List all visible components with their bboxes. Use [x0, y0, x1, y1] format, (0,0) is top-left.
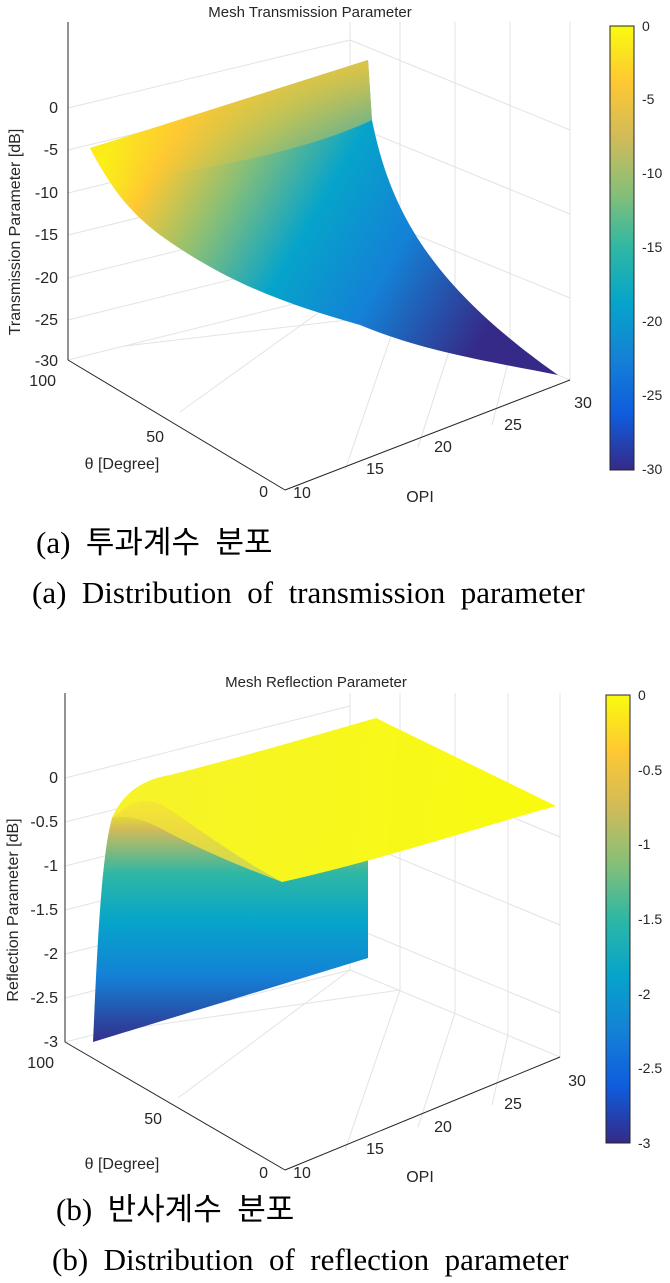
z-tick: -2	[44, 946, 58, 963]
transmission-plot: Mesh Transmission Parameter	[7, 4, 662, 506]
z-tick: -15	[35, 227, 58, 244]
z-tick: -10	[35, 185, 58, 202]
y-tick: 50	[144, 1111, 162, 1128]
z-tick: -20	[35, 270, 58, 287]
surface-top	[112, 718, 556, 882]
colorbar: 0 -0.5 -1 -1.5 -2 -2.5 -3	[605, 687, 662, 1151]
z-tick: 0	[49, 100, 58, 117]
y-tick: 50	[146, 429, 164, 446]
z-tick: 0	[49, 770, 58, 787]
x-tick: 20	[434, 1119, 452, 1136]
y-tick: 100	[29, 373, 56, 390]
colorbar-tick: -25	[642, 387, 662, 403]
x-tick: 10	[293, 1165, 311, 1182]
x-tick: 30	[574, 395, 592, 412]
y-axis-ticks: 100 50 0	[29, 373, 268, 501]
x-axis-label: OPI	[406, 1169, 434, 1186]
x-axis-ticks: 10 15 20 25 30	[293, 395, 592, 502]
colorbar-tick: -0.5	[638, 762, 662, 778]
z-tick: -3	[44, 1034, 58, 1051]
z-tick: -30	[35, 353, 58, 370]
colorbar-scale	[605, 694, 631, 1144]
surface-highlight	[90, 60, 372, 182]
x-axis-ticks: 10 15 20 25 30	[293, 1073, 586, 1182]
chart-title: Mesh Transmission Parameter	[208, 4, 411, 21]
y-tick: 0	[259, 484, 268, 501]
z-tick: -2.5	[30, 990, 58, 1007]
transmission-surface	[90, 60, 558, 375]
z-tick: -25	[35, 312, 58, 329]
colorbar-tick: -1	[638, 836, 651, 852]
axes	[67, 22, 571, 491]
z-tick: -1.5	[30, 902, 58, 919]
y-axis-ticks: 100 50 0	[27, 1055, 268, 1182]
caption-b-korean: (b) 반사계수 분포	[56, 1192, 294, 1227]
colorbar-scale	[609, 25, 635, 471]
z-axis-label: Transmission Parameter [dB]	[7, 129, 24, 336]
colorbar-tick: -15	[642, 239, 662, 255]
z-axis-ticks: 0 -5 -10 -15 -20 -25 -30	[35, 100, 58, 370]
colorbar-tick: -2	[638, 986, 651, 1002]
colorbar-tick: -5	[642, 91, 655, 107]
x-axis-label: OPI	[406, 489, 434, 506]
colorbar: 0 -5 -10 -15 -20 -25 -30	[609, 18, 662, 477]
reflection-surface	[93, 718, 556, 1042]
z-axis-ticks: 0 -0.5 -1 -1.5 -2 -2.5 -3	[30, 770, 58, 1051]
x-tick: 25	[504, 1096, 522, 1113]
x-tick: 10	[293, 485, 311, 502]
caption-b-english: (b) Distribution of reflection parameter	[52, 1242, 569, 1277]
colorbar-tick: -10	[642, 165, 662, 181]
caption-a-korean: (a) 투과계수 분포	[36, 525, 273, 560]
y-tick: 0	[259, 1165, 268, 1182]
colorbar-tick: 0	[638, 687, 646, 703]
x-tick: 30	[568, 1073, 586, 1090]
colorbar-tick: -30	[642, 461, 662, 477]
colorbar-tick: 0	[642, 18, 650, 34]
colorbar-tick: -2.5	[638, 1060, 662, 1076]
surface-crest	[112, 801, 282, 882]
z-axis-label: Reflection Parameter [dB]	[5, 818, 22, 1001]
axes	[64, 693, 561, 1171]
z-tick: -0.5	[30, 814, 58, 831]
x-tick: 20	[434, 439, 452, 456]
y-axis-label: θ [Degree]	[85, 456, 160, 473]
x-tick: 15	[366, 1141, 384, 1158]
y-axis-label: θ [Degree]	[85, 1156, 160, 1173]
z-tick: -5	[44, 142, 58, 159]
colorbar-tick: -3	[638, 1135, 651, 1151]
colorbar-tick: -20	[642, 313, 662, 329]
y-tick: 100	[27, 1055, 54, 1072]
colorbar-tick: -1.5	[638, 911, 662, 927]
x-tick: 15	[366, 461, 384, 478]
z-tick: -1	[44, 858, 58, 875]
chart-title: Mesh Reflection Parameter	[225, 674, 407, 691]
x-tick: 25	[504, 417, 522, 434]
caption-a-english: (a) Distribution of transmission paramet…	[32, 575, 585, 610]
reflection-plot: Mesh Reflection Parameter	[5, 674, 662, 1186]
